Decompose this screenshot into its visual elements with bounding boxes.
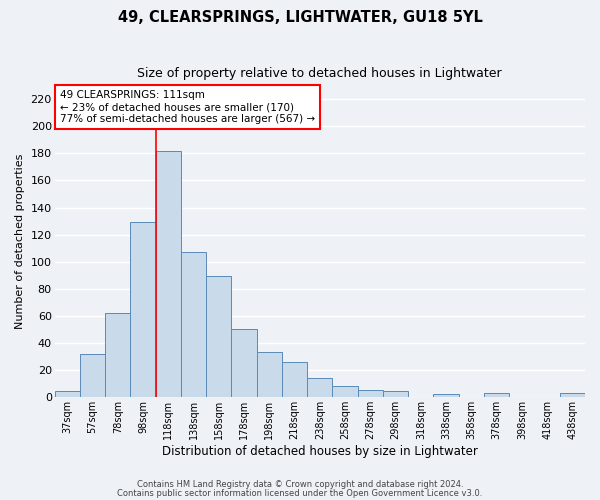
Bar — [484, 392, 509, 397]
Bar — [206, 276, 232, 397]
Bar — [155, 150, 181, 397]
Bar — [55, 392, 80, 397]
Bar — [307, 378, 332, 397]
Bar — [181, 252, 206, 397]
Bar — [383, 392, 408, 397]
Text: 49, CLEARSPRINGS, LIGHTWATER, GU18 5YL: 49, CLEARSPRINGS, LIGHTWATER, GU18 5YL — [118, 10, 482, 25]
Bar — [282, 362, 307, 397]
Text: Contains HM Land Registry data © Crown copyright and database right 2024.: Contains HM Land Registry data © Crown c… — [137, 480, 463, 489]
Bar — [232, 329, 257, 397]
X-axis label: Distribution of detached houses by size in Lightwater: Distribution of detached houses by size … — [162, 444, 478, 458]
Y-axis label: Number of detached properties: Number of detached properties — [15, 154, 25, 329]
Bar — [105, 313, 130, 397]
Bar — [358, 390, 383, 397]
Bar — [80, 354, 105, 397]
Bar — [332, 386, 358, 397]
Bar — [130, 222, 155, 397]
Bar — [560, 392, 585, 397]
Title: Size of property relative to detached houses in Lightwater: Size of property relative to detached ho… — [137, 68, 502, 80]
Bar — [257, 352, 282, 397]
Bar — [433, 394, 459, 397]
Text: 49 CLEARSPRINGS: 111sqm
← 23% of detached houses are smaller (170)
77% of semi-d: 49 CLEARSPRINGS: 111sqm ← 23% of detache… — [60, 90, 315, 124]
Text: Contains public sector information licensed under the Open Government Licence v3: Contains public sector information licen… — [118, 488, 482, 498]
